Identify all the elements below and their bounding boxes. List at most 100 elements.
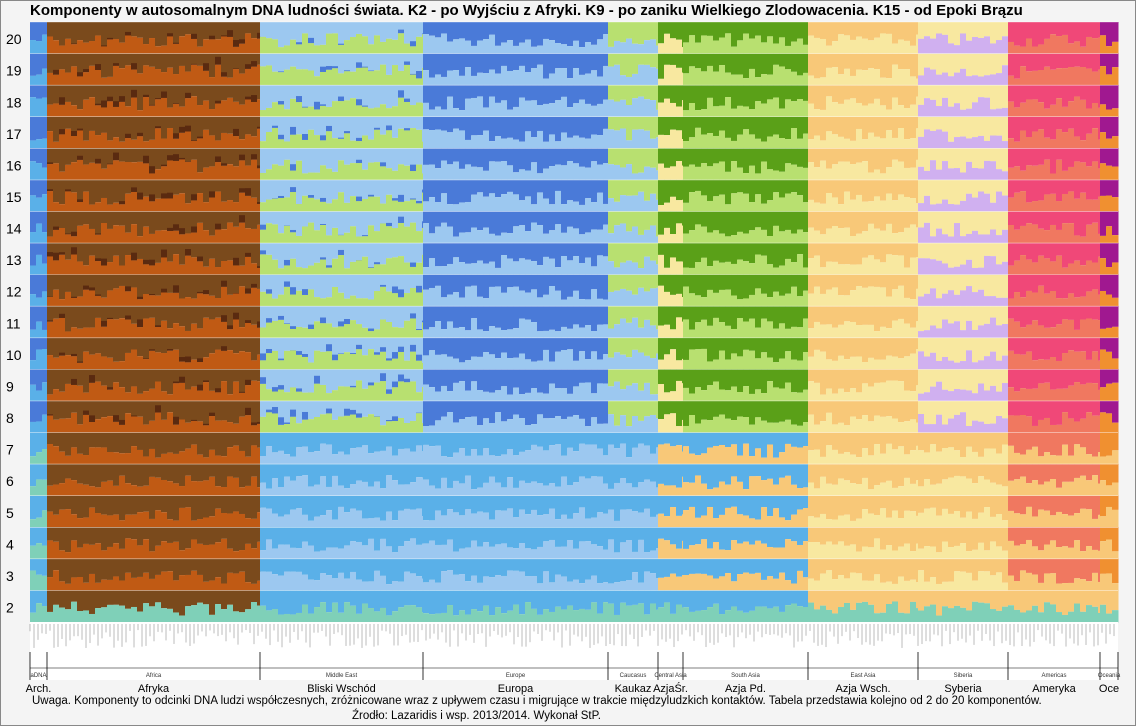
admixture-bar-segment — [143, 424, 150, 434]
admixture-bar-segment — [495, 358, 502, 370]
admixture-bar-segment — [1038, 325, 1045, 339]
admixture-bar-segment — [591, 202, 598, 212]
admixture-bar-segment — [513, 286, 520, 307]
admixture-bar-segment — [53, 74, 60, 86]
admixture-bar-segment — [603, 324, 609, 339]
admixture-bar-segment — [392, 352, 399, 359]
admixture-bar-segment — [197, 105, 204, 118]
admixture-bar-segment — [197, 172, 204, 181]
admixture-bar-segment — [272, 127, 279, 149]
admixture-bar-segment — [95, 381, 102, 402]
admixture-bar-segment — [761, 393, 768, 402]
admixture-bar-segment — [410, 222, 417, 244]
admixture-bar-segment — [664, 306, 671, 325]
admixture-bar-segment — [386, 337, 393, 361]
admixture-bar-segment — [368, 385, 375, 402]
admixture-bar-segment — [308, 400, 315, 420]
admixture-bar-segment — [459, 400, 466, 420]
admixture-bar-segment — [513, 306, 520, 329]
admixture-bar-segment — [119, 424, 126, 434]
admixture-bar-segment — [567, 274, 574, 297]
admixture-bar-segment — [737, 299, 744, 307]
admixture-bar-segment — [404, 43, 411, 55]
admixture-bar-segment — [814, 274, 821, 287]
admixture-bar-segment — [362, 148, 369, 170]
admixture-bar-segment — [447, 306, 454, 322]
admixture-bar-segment — [826, 22, 833, 46]
admixture-bar-segment — [773, 291, 780, 307]
admixture-bar-segment — [886, 130, 893, 149]
admixture-bar-segment — [868, 369, 875, 387]
admixture-bar-segment — [644, 53, 651, 65]
admixture-bar-segment — [386, 226, 393, 244]
admixture-bar-segment — [779, 358, 786, 370]
admixture-bar-segment — [338, 53, 345, 74]
admixture-bar-segment — [302, 148, 309, 174]
admixture-bar-segment — [1014, 306, 1021, 322]
admixture-bar-segment — [380, 166, 387, 181]
admixture-bar-segment — [386, 274, 393, 292]
admixture-bar-segment — [886, 328, 893, 339]
admixture-bar-segment — [996, 179, 1003, 192]
admixture-bar-segment — [996, 325, 1003, 339]
admixture-bar-segment — [125, 400, 132, 414]
admixture-bar-segment — [930, 369, 937, 387]
admixture-bar-segment — [1038, 228, 1045, 244]
admixture-bar-segment — [113, 116, 120, 138]
admixture-bar-segment — [422, 67, 424, 86]
admixture-bar-segment — [670, 349, 677, 370]
admixture-bar-segment — [519, 211, 526, 226]
admixture-bar-segment — [585, 211, 592, 233]
admixture-bar-segment — [1080, 22, 1087, 47]
admixture-bar-segment — [862, 257, 869, 276]
admixture-bar-segment — [898, 337, 905, 359]
admixture-bar-segment — [71, 53, 78, 67]
admixture-bar-segment — [380, 211, 387, 224]
admixture-bar-segment — [892, 43, 899, 55]
admixture-bar-segment — [404, 116, 411, 131]
admixture-bar-segment — [209, 274, 216, 296]
admixture-bar-segment — [320, 44, 327, 55]
admixture-bar-segment — [251, 263, 258, 276]
admixture-bar-segment — [1008, 211, 1015, 226]
admixture-bar-segment — [435, 129, 442, 149]
admixture-bar-segment — [966, 274, 973, 287]
admixture-bar-segment — [483, 337, 490, 353]
admixture-bar-segment — [585, 138, 592, 149]
admixture-bar-segment — [398, 116, 405, 129]
admixture-bar-segment — [1098, 85, 1101, 108]
admixture-bar-segment — [791, 262, 798, 276]
admixture-bar-segment — [585, 257, 592, 276]
admixture-bar-segment — [501, 138, 508, 149]
admixture-bar-segment — [36, 321, 43, 339]
admixture-bar-segment — [161, 164, 168, 167]
admixture-bar-segment — [984, 274, 991, 297]
admixture-bar-segment — [338, 138, 345, 149]
admixture-bar-segment — [441, 400, 448, 417]
admixture-bar-segment — [386, 85, 393, 109]
admixture-bar-segment — [416, 354, 423, 361]
admixture-bar-segment — [53, 419, 60, 434]
admixture-bar-segment — [838, 306, 845, 325]
admixture-bar-segment — [155, 274, 162, 296]
admixture-bar-segment — [844, 191, 851, 212]
admixture-bar-segment — [761, 42, 768, 55]
admixture-bar-segment — [101, 107, 108, 118]
admixture-bar-segment — [942, 389, 949, 402]
admixture-bar-segment — [131, 69, 138, 86]
admixture-bar-segment — [591, 243, 598, 267]
admixture-bar-segment — [332, 211, 339, 228]
admixture-bar-segment — [266, 243, 273, 255]
admixture-bar-segment — [713, 163, 720, 181]
admixture-bar-segment — [513, 106, 520, 118]
admixture-bar-segment — [838, 136, 845, 149]
admixture-bar-segment — [820, 109, 827, 118]
admixture-bar-segment — [302, 211, 309, 227]
admixture-bar-segment — [453, 179, 460, 205]
admixture-bar-segment — [507, 116, 514, 138]
admixture-bar-segment — [826, 168, 833, 181]
admixture-bar-segment — [695, 295, 702, 307]
admixture-bar-segment — [89, 287, 96, 291]
admixture-bar-segment — [664, 211, 671, 228]
